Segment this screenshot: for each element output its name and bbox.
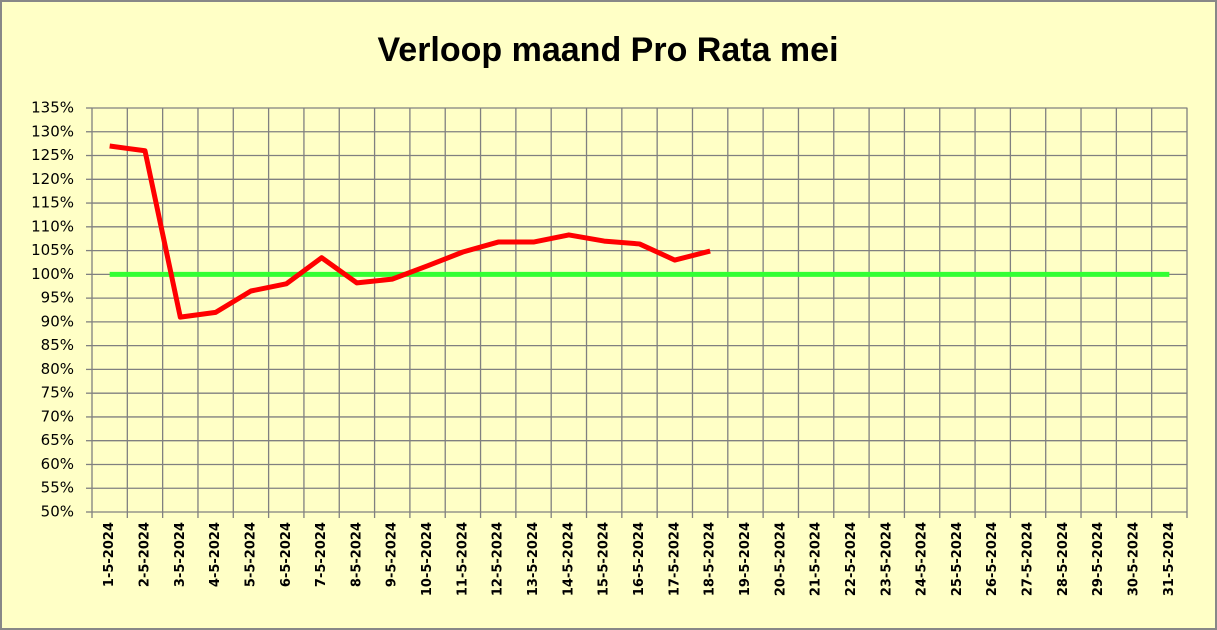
x-tick-label: 15-5-2024 [597,522,612,596]
x-tick-label: 30-5-2024 [1127,522,1142,596]
y-tick-label: 115% [31,194,74,212]
x-tick-label: 16-5-2024 [632,522,647,596]
x-tick-label: 6-5-2024 [279,522,294,587]
x-tick-label: 14-5-2024 [561,522,576,596]
y-tick-label: 70% [41,407,74,425]
x-tick-label: 18-5-2024 [703,522,718,596]
x-tick-label: 29-5-2024 [1091,522,1106,596]
y-tick-label: 105% [31,241,74,259]
y-tick-label: 95% [41,289,74,307]
x-tick-label: 1-5-2024 [102,522,117,587]
x-tick-label: 5-5-2024 [243,522,258,587]
x-tick-label: 12-5-2024 [491,522,506,596]
y-tick-label: 75% [41,384,74,402]
x-tick-label: 28-5-2024 [1056,522,1071,596]
x-tick-label: 2-5-2024 [137,522,152,587]
x-tick-label: 3-5-2024 [173,522,188,587]
plot-area [91,107,1188,513]
y-tick-label: 50% [41,503,74,521]
y-tick-label: 80% [41,360,74,378]
y-tick-label: 55% [41,479,74,497]
x-tick-label: 22-5-2024 [844,522,859,596]
y-tick-label: 90% [41,312,74,330]
chart-title: Verloop maand Pro Rata mei [377,31,838,69]
y-tick-label: 120% [31,170,74,188]
x-tick-label: 21-5-2024 [809,522,824,596]
y-tick-label: 100% [31,265,74,283]
y-tick-label: 110% [31,217,74,235]
x-tick-label: 31-5-2024 [1162,522,1177,596]
x-tick-label: 24-5-2024 [915,522,930,596]
y-tick-label: 130% [31,122,74,140]
x-tick-label: 11-5-2024 [455,522,470,596]
x-tick-label: 23-5-2024 [879,522,894,596]
x-tick-label: 7-5-2024 [314,522,329,587]
x-tick-label: 9-5-2024 [385,522,400,587]
x-tick-label: 8-5-2024 [349,522,364,587]
x-tick-label: 17-5-2024 [667,522,682,596]
x-tick-label: 20-5-2024 [773,522,788,596]
y-tick-label: 60% [41,455,74,473]
y-tick-label: 135% [31,99,74,117]
y-tick-label: 65% [41,431,74,449]
y-tick-label: 125% [31,146,74,164]
line-series [109,143,711,320]
x-tick-label: 26-5-2024 [985,522,1000,596]
x-tick-label: 13-5-2024 [526,522,541,596]
x-tick-label: 4-5-2024 [208,522,223,587]
x-tick-label: 25-5-2024 [950,522,965,596]
y-tick-label: 85% [41,336,74,354]
x-tick-label: 19-5-2024 [738,522,753,596]
x-tick-label: 10-5-2024 [420,522,435,596]
x-tick-label: 27-5-2024 [1021,522,1036,596]
